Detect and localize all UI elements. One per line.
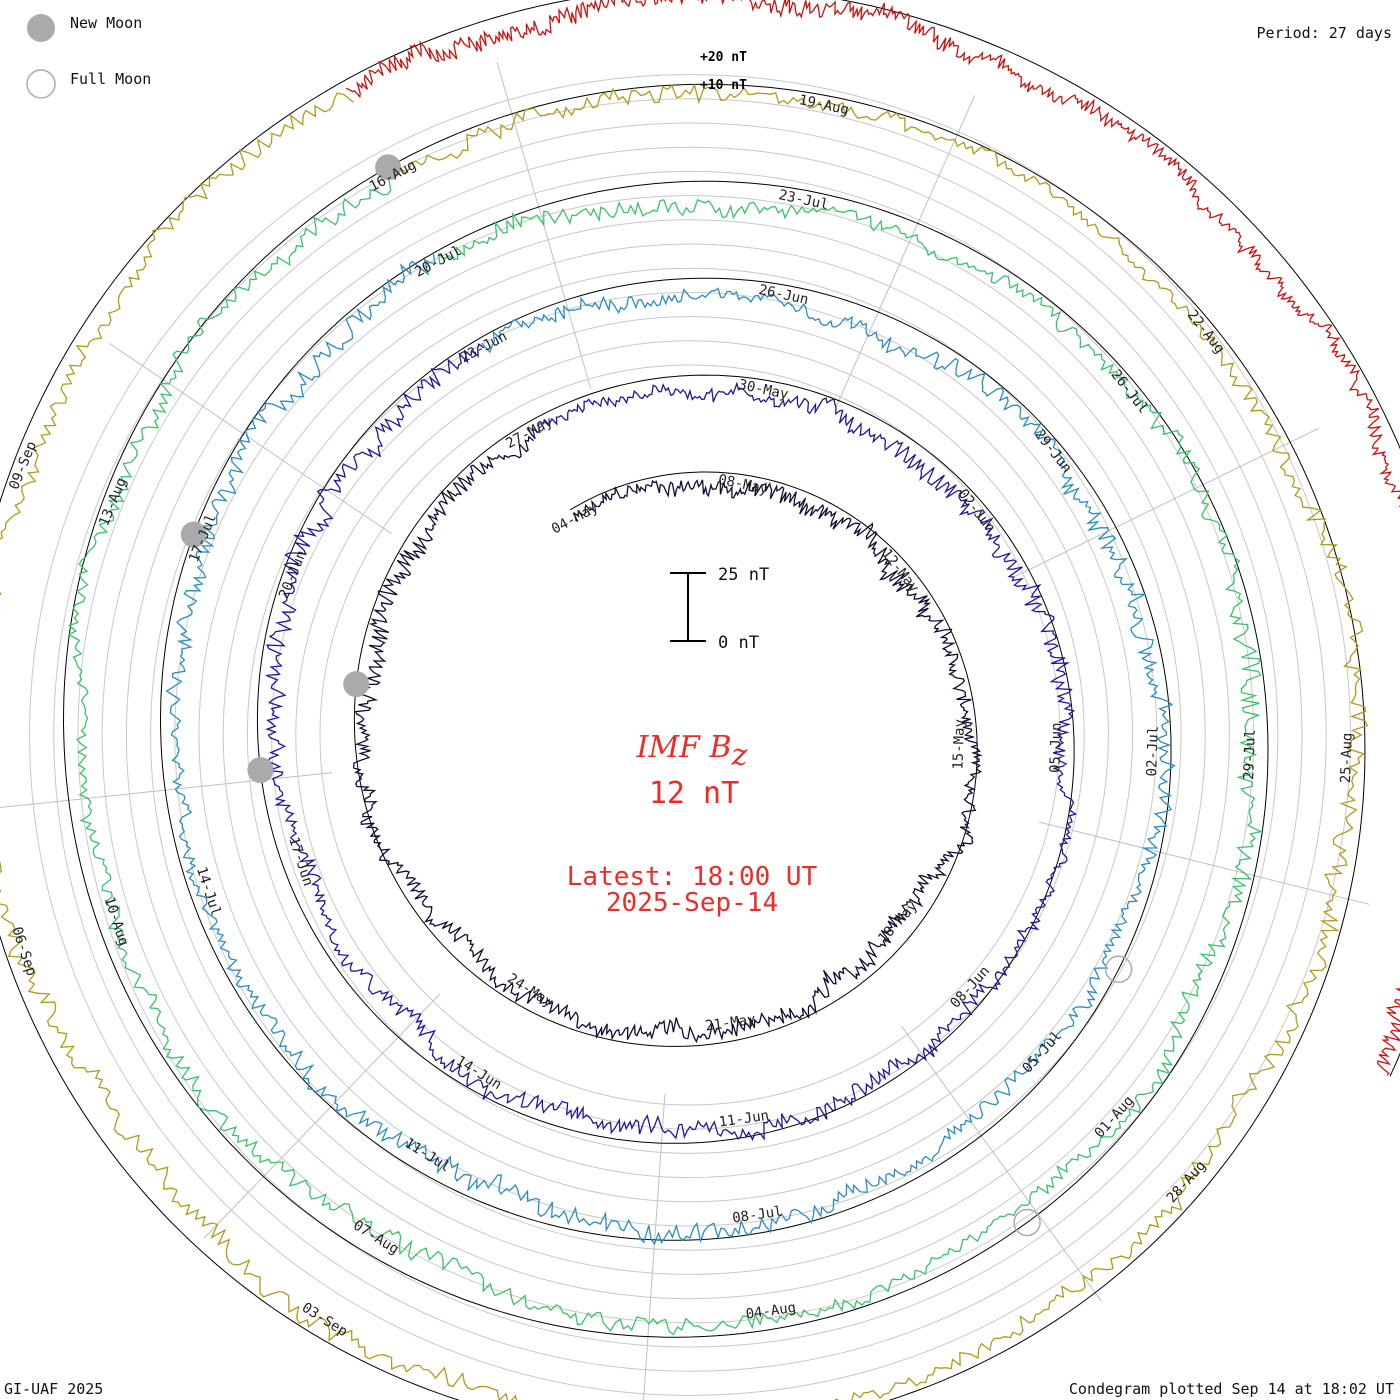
date-label: 11-Jul (402, 1135, 453, 1175)
radial-spoke (203, 993, 441, 1239)
grid-circle (174, 219, 1206, 1251)
bz-trace-2 (265, 343, 1078, 1142)
date-label: 20-Jun (276, 548, 310, 601)
radial-spoke (901, 1025, 1102, 1302)
date-label: 31-Aug (758, 1396, 810, 1400)
bz-trace-6 (345, 0, 1400, 1076)
date-label: 08-Jul (731, 1204, 783, 1227)
chart-title-main: IMF B (636, 730, 732, 765)
legend: New Moon Full Moon (26, 14, 151, 99)
new-moon-marker (247, 757, 274, 784)
date-label: 11-Jun (718, 1108, 770, 1131)
date-label: 25-Aug (1338, 732, 1356, 783)
date-label: 20-Jul (412, 243, 464, 281)
full-moon-legend-icon (26, 69, 56, 99)
grid-layer (29, 74, 1351, 1396)
date-label: 13-Aug (96, 475, 130, 528)
date-label: 05-Jul (1019, 1028, 1065, 1076)
ring-label-plus20: +20 nT (700, 50, 747, 65)
radial-spoke (1039, 821, 1370, 905)
date-label: 29-Jun (1031, 427, 1075, 477)
date-label: 26-Jul (1107, 367, 1151, 417)
latest-time: Latest: 18:00 UT (567, 862, 818, 892)
spoke-layer (0, 61, 1370, 1400)
radial-spoke (0, 772, 333, 809)
date-label: 08-May (717, 472, 770, 498)
bz-trace-3 (165, 251, 1176, 1246)
date-label: 30-May (737, 377, 790, 403)
date-label: 28-Aug (1164, 1158, 1210, 1206)
date-label: 15-May (950, 719, 968, 770)
date-label: 22-Aug (1184, 307, 1228, 357)
date-label: 02-Jul (1144, 726, 1162, 777)
latest-date: 2025-Sep-14 (606, 888, 778, 918)
full-moon-marker (1013, 1208, 1041, 1237)
period-label: Period: 27 days (1257, 24, 1392, 42)
ring-label-plus10: +10 nT (700, 78, 747, 93)
moon-layer (180, 154, 1133, 1237)
grid-circle (53, 98, 1327, 1372)
grid-circle (246, 291, 1134, 1179)
new-moon-legend-icon (27, 14, 55, 42)
new-moon-legend-label: New Moon (70, 14, 142, 32)
grid-circle (295, 340, 1085, 1130)
plotted-timestamp: Condegram plotted Sep 14 at 18:02 UT (1069, 1380, 1394, 1398)
bz-trace-1 (353, 435, 983, 1044)
bz-trace-4 (67, 176, 1264, 1336)
radial-spoke (643, 1094, 666, 1400)
grid-circle (271, 316, 1109, 1154)
new-moon-marker (343, 671, 370, 698)
date-label: 06-Sep (8, 925, 39, 978)
date-label: 04-Aug (745, 1300, 797, 1323)
current-value: 12 nT (649, 776, 739, 811)
new-moon-marker (180, 521, 207, 548)
date-label: 19-Aug (797, 92, 850, 118)
scale-bar: 25 nT 0 nT (670, 565, 769, 653)
chart-title-subscript: z (731, 738, 748, 773)
radial-spoke (1013, 427, 1320, 578)
grid-circle (198, 243, 1182, 1227)
new-moon-marker (375, 154, 402, 181)
date-label: 27-May (503, 414, 555, 452)
date-label: 04-May (549, 500, 601, 538)
grid-circle (125, 170, 1255, 1300)
date-label: 02-Jun (955, 486, 999, 536)
date-label: 14-Jun (453, 1053, 504, 1093)
date-label: 29-Jul (1241, 729, 1259, 780)
date-label: 05-Jun (1047, 722, 1065, 773)
grid-circle (29, 74, 1351, 1396)
radial-spoke (835, 95, 976, 407)
grid-circle (222, 267, 1158, 1203)
date-label: 07-Aug (350, 1217, 401, 1257)
grid-circle (77, 122, 1303, 1348)
full-moon-marker (1104, 955, 1133, 984)
bz-trace-5 (0, 83, 1369, 1400)
date-label: 21-May (704, 1012, 756, 1035)
credit-label: GI-UAF 2025 (4, 1380, 103, 1398)
chart-title: IMF Bz (636, 730, 748, 773)
date-label: 18-May (875, 898, 921, 946)
full-moon-legend-label: Full Moon (70, 70, 151, 88)
grid-circle (150, 195, 1230, 1275)
scale-bottom-label: 0 nT (718, 633, 759, 653)
radial-spoke (109, 343, 392, 535)
scale-top-label: 25 nT (718, 565, 769, 585)
